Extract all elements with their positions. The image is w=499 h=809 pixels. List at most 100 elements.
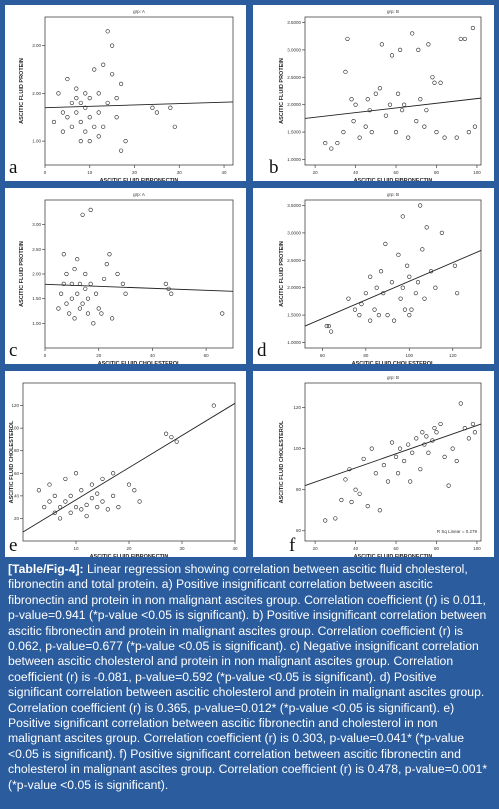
data-point [373, 471, 378, 476]
data-point [387, 102, 393, 107]
data-point [118, 148, 124, 153]
chart-panel-f: grp: B 20 40 60 80 100 60 80 100 120 ASCITIC FLUID… [253, 371, 494, 557]
chart-title: grp: B [387, 192, 399, 197]
data-point [472, 430, 478, 435]
data-point [63, 476, 68, 482]
y-tick-label: 2.00 [32, 272, 41, 277]
x-tick-label: 10 [73, 546, 79, 551]
data-point [377, 508, 382, 513]
data-point [393, 130, 399, 135]
data-point [466, 130, 471, 135]
data-point [374, 285, 379, 290]
data-point [84, 502, 89, 507]
data-point [172, 124, 177, 129]
data-point [83, 91, 88, 96]
data-point [400, 214, 405, 219]
panel-letter-f: f [289, 535, 296, 556]
data-point [385, 313, 390, 318]
x-tick-label: 20 [313, 170, 319, 175]
data-point [381, 462, 386, 468]
data-point [78, 100, 83, 106]
data-point [65, 76, 70, 82]
data-point [396, 252, 401, 257]
data-point [389, 280, 395, 285]
data-point [373, 91, 378, 96]
data-point [79, 488, 84, 493]
data-point [114, 96, 119, 101]
data-point [67, 311, 72, 316]
x-axis-label: ASCITIC FLUID FIBRONECTIN [100, 178, 179, 181]
y-tick-label: 2.5000 [287, 75, 301, 80]
panel-letter-e: e [9, 535, 18, 556]
data-point [378, 269, 384, 274]
data-point [80, 212, 85, 217]
panel-letter-c: c [9, 340, 18, 361]
data-point [68, 493, 73, 498]
data-point [410, 31, 415, 36]
y-tick-label: 120 [293, 405, 301, 410]
data-point [75, 291, 80, 296]
plot-frame [44, 199, 234, 349]
data-point [426, 450, 431, 455]
data-point [324, 323, 329, 329]
data-point [433, 285, 438, 290]
data-point [96, 306, 101, 311]
data-point [339, 497, 344, 503]
data-point [351, 119, 356, 124]
data-point [105, 100, 110, 106]
panel-letter-b: b [269, 157, 279, 178]
data-point [352, 307, 358, 312]
x-tick-label: 20 [96, 353, 102, 358]
x-tick-label: 30 [179, 546, 185, 551]
data-point [326, 323, 332, 329]
data-point [470, 25, 476, 31]
data-point [211, 403, 216, 408]
data-point [101, 124, 106, 129]
x-tick-label: 40 [353, 546, 359, 551]
chart-panel-c: grp: A 0 20 40 60 1.00 1.50 2.00 2.50 3.00 ASCITIC… [5, 188, 246, 364]
data-point [462, 36, 467, 42]
y-tick-label: 3.00 [32, 43, 41, 48]
x-tick-label: 80 [434, 546, 440, 551]
data-point [118, 81, 124, 86]
data-point [69, 100, 74, 106]
data-point [346, 296, 351, 301]
data-point [88, 207, 93, 212]
chart-title: grp: B [387, 9, 399, 14]
data-point [63, 499, 68, 504]
data-point [78, 119, 83, 125]
data-point [96, 134, 101, 139]
data-point [418, 97, 423, 102]
data-point [389, 440, 395, 445]
chart-panel-b: grp: B 20 40 60 80 100 1.0000 1.5000 2.0000 2.500… [253, 5, 494, 181]
data-point [454, 291, 460, 296]
data-point [92, 67, 97, 72]
data-point [357, 135, 362, 140]
data-point [424, 108, 429, 113]
data-point [391, 318, 397, 323]
y-tick-label: 1.0000 [287, 157, 301, 162]
data-point [424, 225, 429, 230]
data-point [114, 115, 119, 120]
chart-c-svg: grp: A 0 20 40 60 1.00 1.50 2.00 2.50 3.00 ASCITIC… [19, 192, 234, 364]
data-point [416, 47, 421, 52]
chart-panel-e: 10 20 30 40 20 40 60 80 100 120 ASCITIC FLUID FIBR… [5, 371, 246, 557]
data-point [95, 491, 100, 496]
chart-b-svg: grp: B 20 40 60 80 100 1.0000 1.5000 2.0000 2.500… [279, 9, 482, 181]
chart-e-svg: 10 20 30 40 20 40 60 80 100 120 ASCITIC FLUID FIBR… [9, 382, 238, 557]
data-point [68, 510, 73, 515]
data-point [164, 431, 169, 436]
y-tick-label: 60 [296, 528, 302, 533]
data-point [414, 119, 419, 124]
data-point [169, 291, 174, 296]
data-point [349, 499, 354, 505]
x-tick-label: 100 [473, 546, 481, 551]
data-point [367, 108, 372, 113]
data-point [47, 499, 52, 504]
y-tick-label: 60 [14, 471, 20, 476]
x-tick-label: 40 [150, 353, 156, 358]
x-tick-label: 100 [473, 170, 481, 175]
data-point [361, 456, 366, 462]
x-tick-label: 60 [394, 170, 400, 175]
data-point [398, 296, 403, 301]
